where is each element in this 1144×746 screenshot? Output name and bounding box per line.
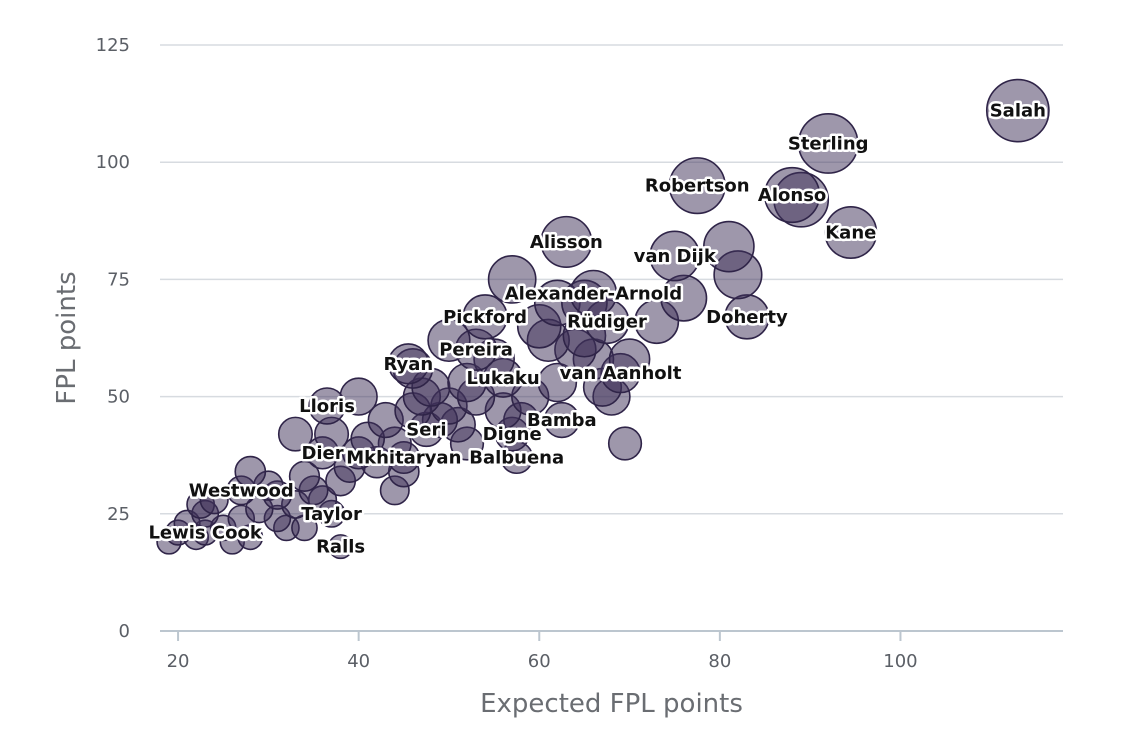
bubble — [537, 362, 578, 403]
bubble — [328, 534, 354, 560]
x-tick-label: 20 — [167, 651, 190, 672]
bubble-label: Taylor — [301, 504, 362, 525]
bubble-label: Pickford — [443, 307, 527, 328]
bubble-label: Ryan — [383, 354, 433, 375]
bubble — [199, 485, 229, 515]
bubble-label: Mkhitaryan — [346, 448, 461, 469]
bubble — [277, 416, 313, 452]
bubble-label: van Aanholt — [560, 363, 682, 384]
bubble — [288, 460, 321, 492]
bubble-label: Lukaku — [467, 368, 540, 389]
x-tick-label: 60 — [528, 651, 551, 672]
bubble — [607, 426, 643, 461]
x-tick-label: 100 — [883, 651, 917, 672]
bubble-label: Pereira — [439, 340, 513, 361]
y-tick-label: 100 — [96, 152, 130, 173]
bubble — [569, 269, 618, 318]
bubble — [608, 338, 651, 380]
bubble — [540, 215, 593, 268]
bubble — [543, 401, 580, 439]
bubble — [462, 294, 508, 340]
bubble — [487, 254, 537, 304]
bubble-label: Robertson — [645, 176, 750, 197]
bubble-label: Digne — [483, 424, 542, 445]
bubble — [985, 78, 1050, 143]
bubble — [427, 318, 471, 363]
bubble-label: Balbuena — [469, 448, 564, 469]
bubble-label: van Dijk — [634, 246, 717, 267]
y-axis-ticks: 0 25 50 75 100 125 — [96, 35, 130, 642]
bubble-label: Kane — [825, 223, 876, 244]
bubble-label: Bamba — [527, 410, 597, 431]
y-tick-label: 50 — [107, 387, 130, 408]
bubble-label: Westwood — [189, 480, 294, 501]
y-axis-title: FPL points — [52, 271, 82, 404]
bubble-label: Dier — [301, 443, 343, 464]
bubble — [824, 206, 878, 259]
bubble — [763, 166, 821, 224]
bubble-label: Lewis Cook — [148, 523, 262, 544]
bubble-label: Alexander-Arnold — [505, 283, 682, 304]
bubble-label: Alisson — [530, 232, 603, 253]
bubble — [234, 455, 267, 488]
bubble — [649, 230, 701, 282]
bubbles — [156, 78, 1050, 560]
bubble — [703, 220, 755, 273]
x-axis-title: Expected FPL points — [480, 689, 743, 719]
bubble — [797, 113, 859, 174]
bubble-label: Ralls — [316, 537, 365, 558]
y-tick-label: 0 — [119, 621, 130, 642]
x-tick-label: 80 — [708, 651, 731, 672]
bubble-label: Rüdiger — [567, 312, 647, 333]
bubble-label: Alonso — [758, 185, 826, 206]
bubble — [387, 343, 429, 385]
bubble-label: Seri — [406, 419, 446, 440]
bubble-label: Doherty — [706, 307, 788, 328]
bubble-labels: Salah Sterling Robertson Alonso Kane Alisson v… — [146, 98, 1049, 560]
bubble-label: Salah — [990, 101, 1046, 122]
bubble — [339, 377, 378, 416]
y-tick-label: 125 — [96, 35, 130, 56]
bubble-label: Lloris — [299, 396, 355, 417]
bubble-label: Sterling — [788, 133, 869, 154]
x-tick-label: 40 — [347, 651, 370, 672]
y-tick-label: 75 — [107, 269, 130, 290]
x-axis-ticks: 20 40 60 80 100 — [167, 631, 918, 672]
bubble — [668, 157, 726, 215]
y-tick-label: 25 — [107, 504, 130, 525]
